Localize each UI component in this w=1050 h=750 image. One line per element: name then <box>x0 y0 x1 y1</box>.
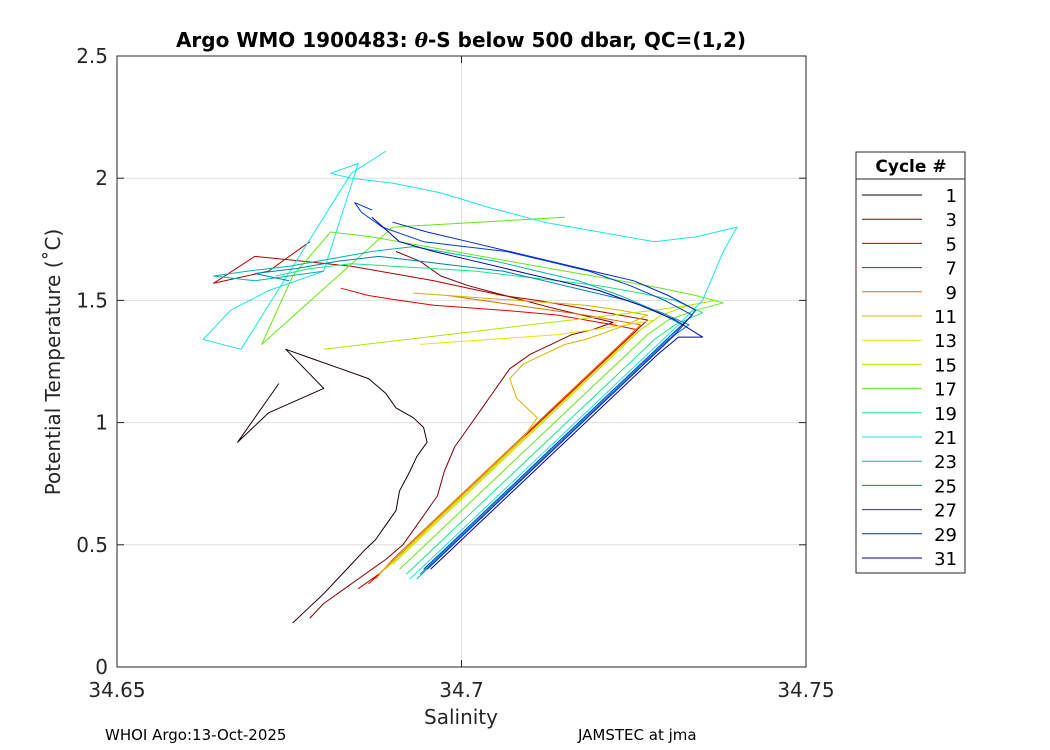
series-line-cycle-11 <box>378 292 648 575</box>
series-line-cycle-1 <box>237 348 428 624</box>
legend-label-cycle-25: 25 <box>934 476 957 497</box>
series-line-cycle-25 <box>254 255 690 575</box>
legend-label-cycle-5: 5 <box>946 234 957 255</box>
legend-title: Cycle # <box>875 157 946 177</box>
legend-label-cycle-17: 17 <box>934 380 957 401</box>
y-tick-label: 1 <box>95 411 108 435</box>
y-tick-label: 0 <box>95 655 108 679</box>
y-tick-label: 0.5 <box>76 533 108 557</box>
x-tick-label: 34.7 <box>439 678 484 702</box>
y-tick-label: 1.5 <box>76 288 108 312</box>
legend-label-cycle-21: 21 <box>934 428 957 449</box>
series-line-cycle-13 <box>385 319 655 570</box>
legend-label-cycle-9: 9 <box>946 283 957 304</box>
series-line-cycle-27 <box>354 202 693 570</box>
legend-label-cycle-1: 1 <box>946 186 957 207</box>
series-line-cycle-17 <box>261 216 724 570</box>
legend-label-cycle-7: 7 <box>946 259 957 280</box>
tick-labels: 34.65 34.7 34.75 0 0.5 1 1.5 2 2.5 <box>76 44 834 702</box>
series-line-cycle-9 <box>375 295 642 580</box>
series-line-cycle-21 <box>202 150 738 580</box>
legend-label-cycle-13: 13 <box>934 331 957 352</box>
x-axis-label: Salinity <box>424 705 498 729</box>
legend-label-cycle-23: 23 <box>934 452 957 473</box>
x-tick-label: 34.65 <box>88 678 145 702</box>
legend-box <box>855 151 966 574</box>
series-line-cycle-29 <box>392 221 697 570</box>
y-tick-label: 2 <box>95 166 108 190</box>
series-line-cycle-19 <box>275 263 704 575</box>
legend-label-cycle-31: 31 <box>934 549 957 570</box>
legend-label-cycle-3: 3 <box>946 210 957 231</box>
series-layer <box>202 150 738 624</box>
chart-title: Argo WMO 1900483: θ-S below 500 dbar, QC… <box>176 28 746 52</box>
legend-label-cycle-27: 27 <box>934 501 957 522</box>
legend-label-cycle-11: 11 <box>934 307 957 328</box>
grid <box>117 56 806 667</box>
legend-label-cycle-15: 15 <box>934 355 957 376</box>
legend-label-cycle-19: 19 <box>934 404 957 425</box>
x-tick-label: 34.75 <box>777 678 834 702</box>
footer-credit: JAMSTEC at jma <box>578 726 697 744</box>
series-line-cycle-31 <box>371 216 704 570</box>
y-tick-label: 2.5 <box>76 44 108 68</box>
legend-label-cycle-29: 29 <box>934 525 957 546</box>
footer-source: WHOI Argo:13-Oct-2025 <box>105 726 287 744</box>
y-axis-label: Potential Temperature (˚C) <box>41 229 65 496</box>
ticks <box>116 55 807 668</box>
series-line-cycle-15 <box>323 299 717 565</box>
